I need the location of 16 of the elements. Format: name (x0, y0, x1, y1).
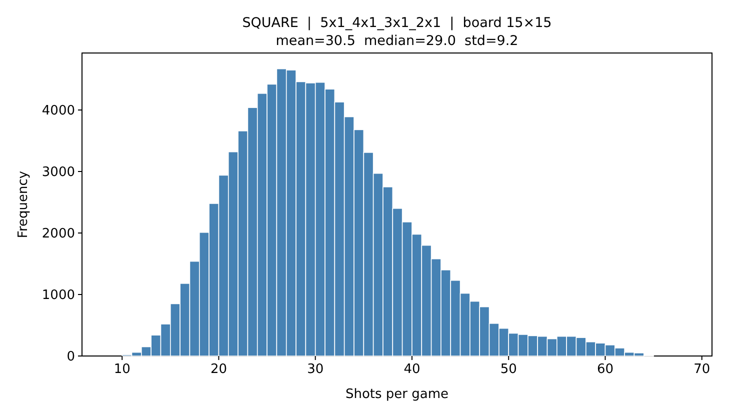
x-tick-label: 70 (694, 362, 710, 377)
x-tick-label: 20 (210, 362, 227, 377)
x-tick-label: 40 (404, 362, 420, 377)
chart-subtitle: mean=30.5 median=29.0 std=9.2 (276, 33, 518, 49)
x-tick-label: 10 (114, 362, 130, 377)
y-axis-title: Frequency (16, 170, 31, 238)
y-tick-label: 2000 (42, 226, 75, 242)
y-tick-label: 4000 (42, 104, 75, 119)
y-tick-label: 1000 (42, 288, 75, 304)
x-tick-label: 60 (596, 362, 614, 377)
chart-title: SQUARE | 5x1_4x1_3x1_2x1 | board 15×15 (242, 15, 552, 31)
y-tick-label: 0 (66, 350, 75, 365)
x-axis-title: Shots per game (345, 387, 449, 402)
x-tick-label: 50 (500, 362, 517, 377)
x-tick-label: 30 (307, 362, 324, 377)
y-tick-label: 3000 (42, 165, 75, 180)
